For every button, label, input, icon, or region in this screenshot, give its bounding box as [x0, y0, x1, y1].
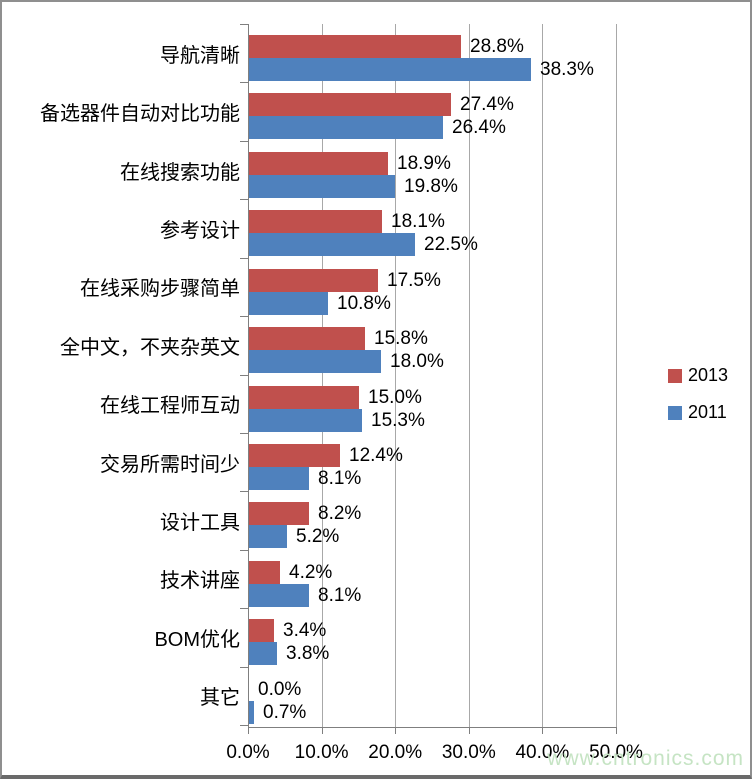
bar-2013: [249, 268, 378, 292]
x-axis-tick: [616, 727, 617, 734]
value-label-2011: 10.8%: [337, 292, 391, 314]
value-label-2013: 18.9%: [397, 152, 451, 174]
y-axis-tick: [240, 374, 248, 376]
legend-label: 2013: [688, 365, 729, 385]
category-label: 参考设计: [160, 219, 240, 242]
value-label-2011: 5.2%: [296, 526, 340, 548]
gridline: [616, 24, 617, 727]
value-label-2013: 17.5%: [387, 269, 441, 291]
value-label-2013: 12.4%: [349, 444, 403, 466]
value-label-2011: 38.3%: [540, 59, 594, 80]
legend-swatch-2013: [668, 368, 682, 383]
value-label-2013: 8.2%: [318, 503, 362, 525]
legend-swatch-2011: [668, 405, 682, 420]
value-label-2011: 0.7%: [263, 701, 307, 723]
bar-2011: [249, 291, 328, 315]
bar-2013: [249, 560, 280, 584]
category-label: 在线采购步骤简单: [80, 278, 240, 301]
y-axis-tick: [240, 316, 248, 318]
x-axis-tick: [321, 727, 323, 734]
x-tick-label: 20.0%: [368, 742, 423, 763]
bar-2013: [249, 151, 388, 175]
y-axis-tick: [240, 199, 248, 201]
value-label-2013: 18.1%: [391, 211, 445, 233]
category-label: 备选器件自动对比功能: [40, 103, 240, 126]
legend-label: 2011: [688, 402, 727, 422]
gridline: [395, 24, 397, 727]
x-tick-label: 30.0%: [441, 742, 496, 763]
x-axis-tick: [542, 727, 544, 734]
value-label-2013: 15.0%: [368, 386, 422, 408]
value-label-2013: 27.4%: [460, 94, 514, 116]
y-axis-tick: [240, 257, 248, 259]
value-label-2011: 19.8%: [404, 175, 458, 197]
gridline: [321, 24, 323, 727]
bar-2011: [249, 700, 254, 724]
y-axis-tick: [240, 608, 248, 610]
y-axis-tick: [240, 140, 248, 142]
bar-2011: [249, 233, 415, 257]
x-axis-tick: [468, 727, 470, 734]
value-label-2011: 26.4%: [452, 117, 506, 139]
y-axis-tick: [240, 432, 248, 434]
y-axis-tick: [240, 491, 248, 493]
x-tick-label: 10.0%: [294, 742, 349, 763]
bar-2011: [249, 58, 531, 81]
value-label-2011: 8.1%: [318, 467, 362, 489]
bar-2013: [249, 35, 461, 58]
bar-2011: [249, 174, 395, 198]
value-label-2011: 15.3%: [371, 409, 425, 431]
legend-item-2013: 2013: [668, 365, 728, 386]
watermark: www.cntronics.com: [547, 747, 744, 770]
legend-item-2011: 2011: [668, 402, 727, 423]
bar-2013: [249, 385, 359, 409]
category-label: 在线工程师互动: [100, 395, 240, 418]
value-label-2013: 15.8%: [374, 328, 428, 350]
x-tick-label: 50.0%: [589, 742, 643, 763]
bar-2011: [249, 525, 287, 549]
bar-2013: [249, 210, 382, 234]
bar-2011: [249, 116, 443, 140]
category-label: 设计工具: [160, 512, 240, 535]
value-label-2013: 0.0%: [258, 678, 302, 700]
x-axis-tick: [248, 727, 249, 734]
value-label-2011: 3.8%: [286, 643, 330, 665]
bar-2013: [249, 619, 274, 643]
category-label: 交易所需时间少: [100, 453, 240, 476]
bar-2011: [249, 408, 362, 432]
bar-2011: [249, 642, 277, 666]
bar-2011: [249, 350, 381, 374]
bar-2011: [249, 583, 309, 607]
y-axis-tick: [240, 82, 248, 84]
y-axis-tick: [240, 666, 248, 668]
value-label-2011: 22.5%: [424, 234, 478, 256]
y-axis-tick: [240, 725, 248, 726]
bar-2013: [249, 443, 340, 467]
value-label-2013: 3.4%: [283, 620, 327, 642]
x-tick-label: 40.0%: [515, 742, 570, 763]
x-axis-tick: [395, 727, 397, 734]
x-tick-label: 0.0%: [226, 742, 270, 763]
bar-2013: [249, 327, 365, 351]
bar-2013: [249, 502, 309, 526]
y-axis-tick: [240, 549, 248, 551]
category-label: 其它: [200, 687, 240, 710]
value-label-2013: 4.2%: [289, 561, 333, 583]
category-label: BOM优化: [154, 628, 240, 651]
x-axis-line: [248, 727, 617, 728]
value-label-2011: 18.0%: [390, 351, 444, 373]
category-label: 在线搜索功能: [120, 161, 240, 184]
y-axis-line: [248, 24, 249, 728]
gridline: [542, 24, 544, 727]
category-label: 全中文，不夹杂英文: [60, 336, 240, 359]
category-label: 技术讲座: [160, 570, 240, 593]
value-label-2013: 28.8%: [470, 36, 524, 57]
y-axis-tick: [240, 24, 248, 25]
bar-2011: [249, 466, 309, 490]
bar-2013: [249, 93, 451, 117]
value-label-2011: 8.1%: [318, 584, 362, 606]
gridline: [468, 24, 470, 727]
category-label: 导航清晰: [160, 44, 240, 67]
